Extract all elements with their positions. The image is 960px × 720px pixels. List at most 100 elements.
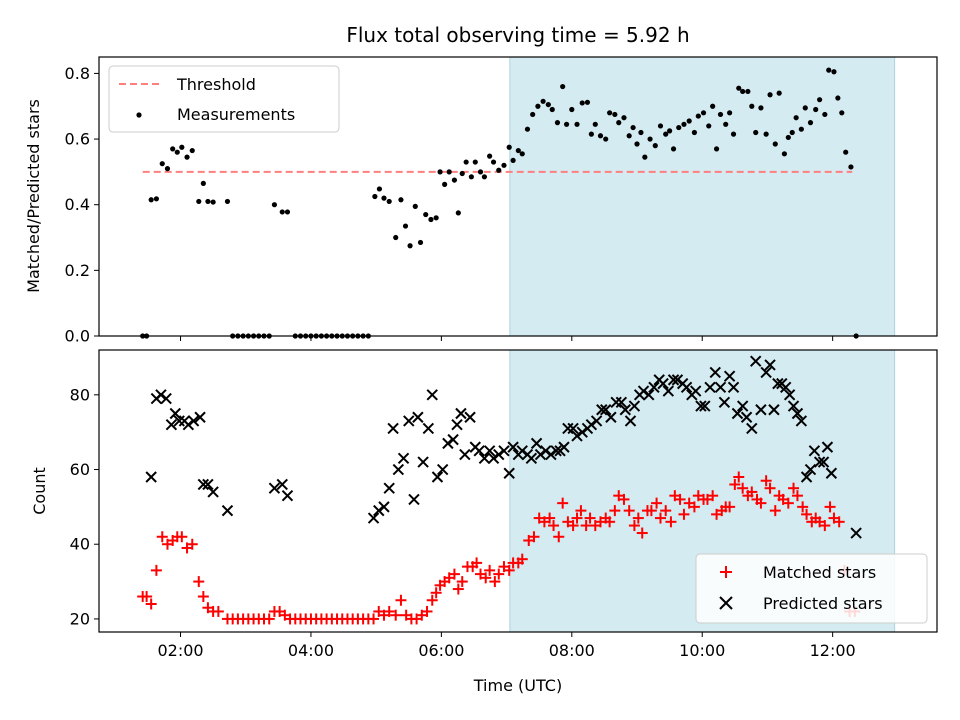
matched-star-point: [480, 572, 492, 584]
predicted-star-point: [643, 389, 655, 401]
matched-star-point: [503, 564, 515, 576]
x-tick-label: 10:00: [679, 641, 725, 660]
predicted-star-point: [571, 430, 583, 442]
measurement-point: [839, 110, 845, 116]
predicted-star-point: [530, 437, 543, 450]
predicted-star-point: [187, 415, 200, 427]
top-y-ticks: 0.0 0.2 0.4 0.6 0.8: [65, 64, 99, 346]
matched-star-point: [456, 576, 468, 588]
measurements-points: [140, 67, 859, 339]
measurement-point: [510, 157, 516, 163]
predicted-star-point: [516, 445, 528, 457]
predicted-star-point: [493, 448, 505, 461]
matched-star-point: [489, 576, 501, 588]
measurement-point: [468, 174, 474, 180]
x-tick-label: 06:00: [418, 641, 464, 660]
predicted-star-point: [749, 355, 762, 367]
measurement-point: [647, 136, 653, 142]
measurement-point: [588, 131, 594, 137]
matched-star-point: [755, 497, 767, 509]
predicted-star-point: [662, 385, 675, 397]
predicted-star-point: [202, 478, 214, 491]
matched-star-point: [145, 598, 157, 610]
predicted-star-point: [723, 370, 736, 382]
predicted-star-point: [825, 467, 838, 479]
measurement-point: [376, 186, 383, 192]
measurement-point: [210, 199, 216, 205]
matched-star-point: [737, 482, 749, 494]
matched-star-point: [760, 475, 772, 487]
measurement-point: [490, 159, 497, 165]
predicted-star-point: [442, 437, 454, 450]
y-tick-label: 0.8: [65, 64, 90, 83]
measurement-point: [789, 129, 795, 136]
top-legend: Threshold Measurements: [108, 65, 340, 133]
predicted-star-point: [600, 404, 612, 416]
predicted-star-point: [718, 396, 731, 408]
measurement-point: [626, 133, 632, 139]
predicted-star-point: [173, 415, 185, 427]
matched-star-point: [452, 583, 464, 595]
measurement-point: [616, 120, 622, 126]
measurement-point: [607, 110, 613, 116]
measurements-legend-label: Measurements: [177, 105, 295, 124]
measurement-point: [706, 123, 712, 129]
measurement-point: [634, 141, 640, 147]
matched-star-point: [471, 557, 483, 569]
predicted-star-point: [671, 374, 684, 386]
predicted-star-point: [667, 374, 680, 386]
measurement-point: [372, 193, 378, 200]
predicted-star-point: [436, 463, 449, 476]
measurement-point: [535, 103, 541, 109]
measurement-point: [148, 197, 154, 203]
predicted-star-point: [791, 407, 804, 420]
predicted-star-point: [503, 467, 515, 479]
measurement-point: [519, 151, 525, 157]
matched-star-point: [824, 501, 836, 513]
predicted-star-point: [169, 407, 182, 420]
predicted-star-point: [455, 407, 467, 420]
measurement-point: [423, 211, 429, 218]
measurement-point: [670, 146, 677, 152]
x-tick-label: 08:00: [549, 641, 595, 660]
predicted-star-point: [615, 396, 628, 408]
matched-star-point: [368, 613, 380, 625]
top-legend-box: [108, 65, 340, 133]
measurement-point: [481, 174, 488, 180]
predicted-star-point: [207, 486, 219, 498]
predicted-star-point: [808, 445, 821, 457]
predicted-star-point: [447, 433, 459, 446]
matched-star-point: [176, 531, 188, 543]
measurement-point: [603, 136, 609, 142]
measurement-point: [772, 141, 778, 147]
matched-star-point: [788, 482, 800, 494]
matched-star-point: [484, 564, 496, 576]
predicted-star-point: [624, 415, 637, 427]
matched-star-point: [618, 493, 630, 505]
predicted-star-point: [417, 456, 429, 468]
matched-star-point: [678, 508, 690, 520]
matched-star-point: [426, 594, 438, 606]
matched-star-point: [141, 591, 153, 603]
measurement-point: [545, 101, 551, 108]
predicted-star-point: [619, 404, 631, 416]
matched-star-point: [609, 505, 621, 517]
measurement-point: [284, 209, 291, 215]
y-tick-label: 40: [70, 535, 90, 554]
measurement-point: [802, 105, 808, 111]
predicted-star-point: [194, 411, 206, 423]
matched-star-point: [557, 497, 569, 509]
predicted-star-point: [367, 512, 380, 524]
predicted-legend-label: Predicted stars: [763, 594, 883, 613]
predicted-star-point: [804, 463, 817, 476]
measurement-point: [437, 169, 443, 175]
measurement-point: [574, 121, 580, 127]
predicted-star-point: [403, 415, 415, 427]
x-tick-label: 12:00: [810, 641, 856, 660]
predicted-star-point: [764, 359, 776, 371]
measurement-point: [736, 85, 742, 91]
matched-star-point: [654, 512, 666, 524]
bottom-y-axis-label: Count: [30, 467, 49, 515]
measurement-point: [560, 83, 566, 90]
